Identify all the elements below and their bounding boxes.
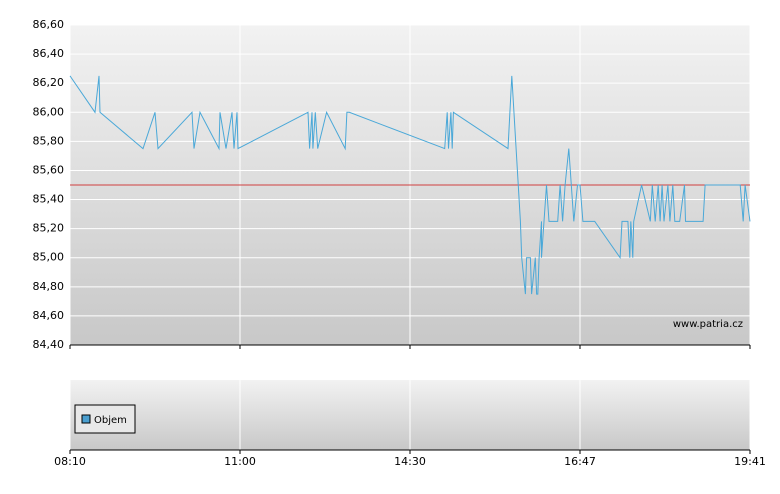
y-tick-label: 86,60 (33, 18, 65, 31)
x-tick-label: 19:41 (734, 455, 766, 468)
y-tick-label: 84,60 (33, 309, 65, 322)
y-tick-label: 84,40 (33, 338, 65, 351)
y-tick-label: 86,40 (33, 47, 65, 60)
price-line (69, 75, 751, 295)
x-tick-label: 14:30 (394, 455, 426, 468)
y-tick-label: 85,80 (33, 134, 65, 147)
legend-label: Objem (94, 415, 127, 426)
y-tick-label: 85,60 (33, 163, 65, 176)
y-tick-label: 84,80 (33, 280, 65, 293)
y-tick-label: 86,00 (33, 105, 65, 118)
x-tick-label: 08:10 (54, 455, 86, 468)
y-tick-label: 86,20 (33, 76, 65, 89)
watermark: www.patria.cz (673, 319, 743, 330)
legend-swatch (81, 414, 91, 424)
y-tick-label: 85,20 (33, 222, 65, 235)
y-tick-label: 85,40 (33, 193, 65, 206)
x-tick-label: 16:47 (564, 455, 596, 468)
y-tick-label: 85,00 (33, 251, 65, 264)
x-tick-label: 11:00 (224, 455, 256, 468)
